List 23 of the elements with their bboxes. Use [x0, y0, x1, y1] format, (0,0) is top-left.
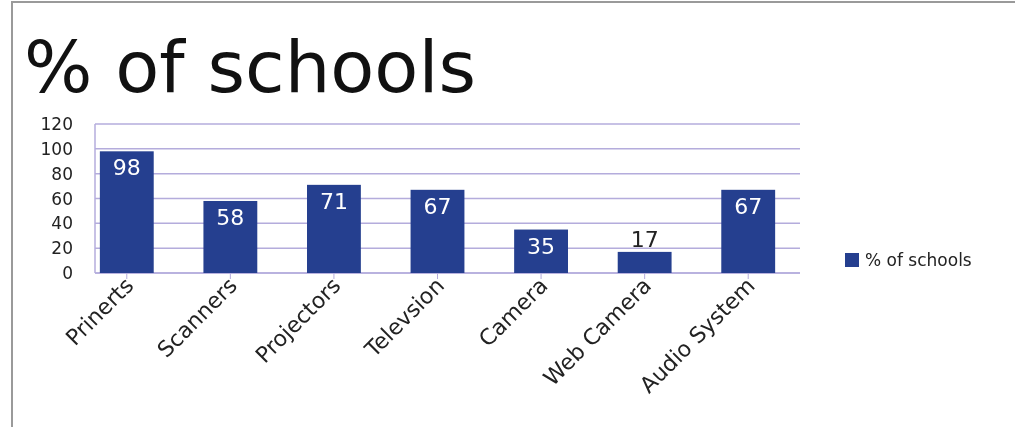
y-tick-label: 40 — [51, 213, 73, 234]
y-tick-label: 80 — [51, 163, 73, 184]
y-tick-label: 0 — [62, 263, 73, 283]
chart-title: % of schools — [24, 25, 476, 109]
data-label: 35 — [527, 233, 556, 259]
bar — [307, 184, 361, 273]
bar — [721, 189, 776, 273]
data-label: 98 — [112, 155, 141, 181]
data-label: 67 — [734, 193, 763, 219]
bar — [410, 189, 465, 273]
legend-label: % of schools — [865, 250, 972, 270]
y-tick-label: 20 — [51, 238, 73, 259]
data-label: 71 — [319, 188, 348, 214]
data-label: 58 — [216, 204, 245, 230]
data-label: 67 — [423, 193, 452, 219]
data-label: 17 — [630, 226, 659, 252]
bar — [514, 229, 568, 273]
bar — [99, 151, 154, 273]
y-tick-label: 120 — [40, 114, 73, 134]
bar — [203, 200, 258, 273]
y-tick-label: 60 — [51, 188, 73, 209]
bar — [617, 251, 672, 273]
y-tick-label: 100 — [40, 138, 73, 159]
